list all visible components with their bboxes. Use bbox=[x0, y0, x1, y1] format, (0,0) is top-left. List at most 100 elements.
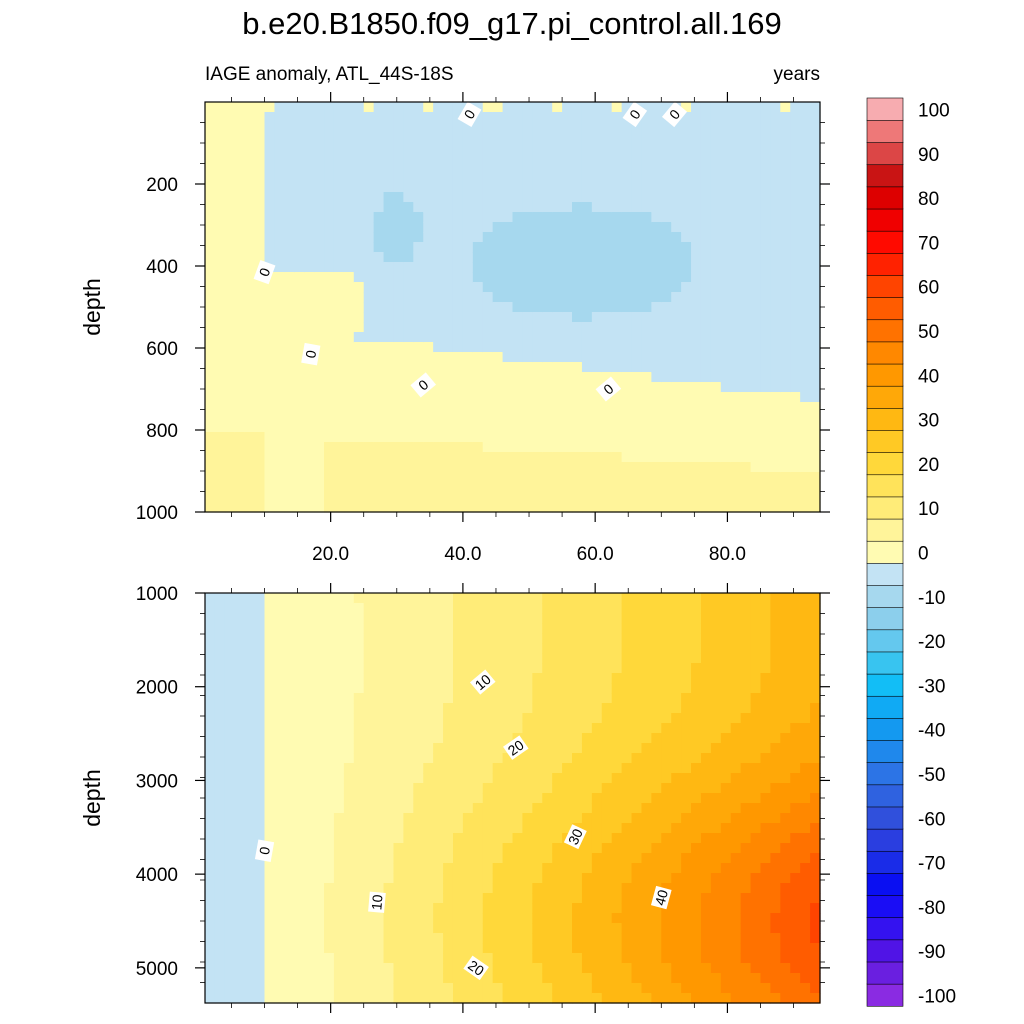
contour-cell bbox=[393, 282, 404, 293]
contour-cell bbox=[581, 382, 593, 393]
contour-cell bbox=[462, 302, 474, 313]
contour-cell bbox=[760, 452, 772, 463]
contour-cell bbox=[294, 282, 305, 293]
contour-cell bbox=[532, 703, 543, 714]
contour-cell bbox=[254, 643, 266, 654]
contour-cell bbox=[760, 492, 772, 503]
contour-cell bbox=[720, 502, 732, 513]
contour-cell bbox=[205, 292, 216, 303]
contour-cell bbox=[373, 753, 385, 764]
contour-cell bbox=[730, 893, 742, 904]
contour-cell bbox=[363, 703, 375, 714]
contour-cell bbox=[353, 182, 365, 193]
contour-cell bbox=[433, 192, 444, 203]
contour-cell bbox=[691, 222, 702, 233]
contour-cell bbox=[314, 733, 325, 744]
contour-cell bbox=[294, 653, 305, 664]
contour-cell bbox=[591, 462, 603, 473]
contour-cell bbox=[224, 743, 236, 754]
contour-cell bbox=[512, 973, 524, 984]
contour-cell bbox=[304, 763, 315, 774]
contour-cell bbox=[730, 593, 742, 604]
contour-cell bbox=[452, 502, 464, 513]
contour-cell bbox=[532, 172, 543, 183]
contour-cell bbox=[234, 112, 246, 123]
contour-cell bbox=[790, 242, 801, 253]
contour-cell bbox=[274, 793, 285, 804]
contour-cell bbox=[254, 813, 266, 824]
contour-cell bbox=[651, 853, 662, 864]
contour-cell bbox=[502, 122, 514, 133]
contour-cell bbox=[691, 152, 702, 163]
contour-cell bbox=[433, 773, 444, 784]
contour-cell bbox=[353, 382, 365, 393]
contour-cell bbox=[601, 152, 613, 163]
contour-cell bbox=[363, 492, 375, 503]
contour-cell bbox=[214, 593, 226, 604]
contour-cell bbox=[274, 803, 285, 814]
contour-cell bbox=[472, 282, 484, 293]
contour-cell bbox=[760, 342, 772, 353]
contour-cell bbox=[452, 593, 464, 604]
contour-cell bbox=[264, 242, 276, 253]
contour-cell bbox=[740, 222, 752, 233]
contour-cell bbox=[492, 452, 504, 463]
contour-cell bbox=[750, 983, 762, 994]
contour-cell bbox=[254, 132, 266, 143]
contour-cell bbox=[810, 142, 821, 153]
contour-cell bbox=[700, 663, 712, 674]
contour-cell bbox=[224, 332, 236, 343]
contour-cell bbox=[314, 182, 325, 193]
contour-cell bbox=[641, 252, 652, 263]
contour-cell bbox=[581, 853, 593, 864]
contour-cell bbox=[512, 893, 524, 904]
contour-cell bbox=[423, 743, 434, 754]
contour-cell bbox=[641, 102, 652, 113]
contour-cell bbox=[214, 713, 226, 724]
contour-cell bbox=[433, 372, 444, 383]
contour-cell bbox=[621, 212, 633, 223]
contour-cell bbox=[353, 633, 365, 644]
contour-cell bbox=[234, 102, 246, 113]
contour-cell bbox=[542, 983, 553, 994]
contour-cell bbox=[770, 162, 781, 173]
contour-cell bbox=[413, 462, 424, 473]
contour-cell bbox=[214, 673, 226, 684]
contour-cell bbox=[770, 282, 781, 293]
contour-cell bbox=[413, 953, 424, 964]
contour-cell bbox=[601, 172, 613, 183]
contour-cell bbox=[542, 162, 553, 173]
contour-cell bbox=[800, 272, 811, 283]
contour-cell bbox=[274, 763, 285, 774]
contour-cell bbox=[512, 653, 524, 664]
contour-cell bbox=[433, 302, 444, 313]
contour-cell bbox=[661, 442, 672, 453]
contour-cell bbox=[482, 312, 494, 323]
contour-cell bbox=[631, 653, 643, 664]
contour-cell bbox=[333, 132, 345, 143]
contour-cell bbox=[700, 362, 712, 373]
contour-cell bbox=[700, 833, 712, 844]
contour-cell bbox=[452, 272, 464, 283]
contour-cell bbox=[452, 853, 464, 864]
contour-cell bbox=[472, 342, 484, 353]
contour-cell bbox=[760, 282, 772, 293]
contour-cell bbox=[482, 262, 494, 273]
contour-cell bbox=[274, 713, 285, 724]
contour-cell bbox=[562, 142, 573, 153]
contour-cell bbox=[661, 492, 672, 503]
contour-cell bbox=[661, 282, 672, 293]
contour-cell bbox=[383, 452, 395, 463]
contour-cell bbox=[750, 232, 762, 243]
contour-cell bbox=[760, 432, 772, 443]
contour-cell bbox=[224, 793, 236, 804]
contour-cell bbox=[224, 753, 236, 764]
contour-cell bbox=[512, 322, 524, 333]
contour-cell bbox=[294, 212, 305, 223]
contour-cell bbox=[314, 442, 325, 453]
contour-cell bbox=[244, 653, 256, 664]
contour-cell bbox=[423, 603, 434, 614]
contour-cell bbox=[800, 322, 811, 333]
contour-cell bbox=[205, 953, 216, 964]
contour-cell bbox=[572, 332, 583, 343]
